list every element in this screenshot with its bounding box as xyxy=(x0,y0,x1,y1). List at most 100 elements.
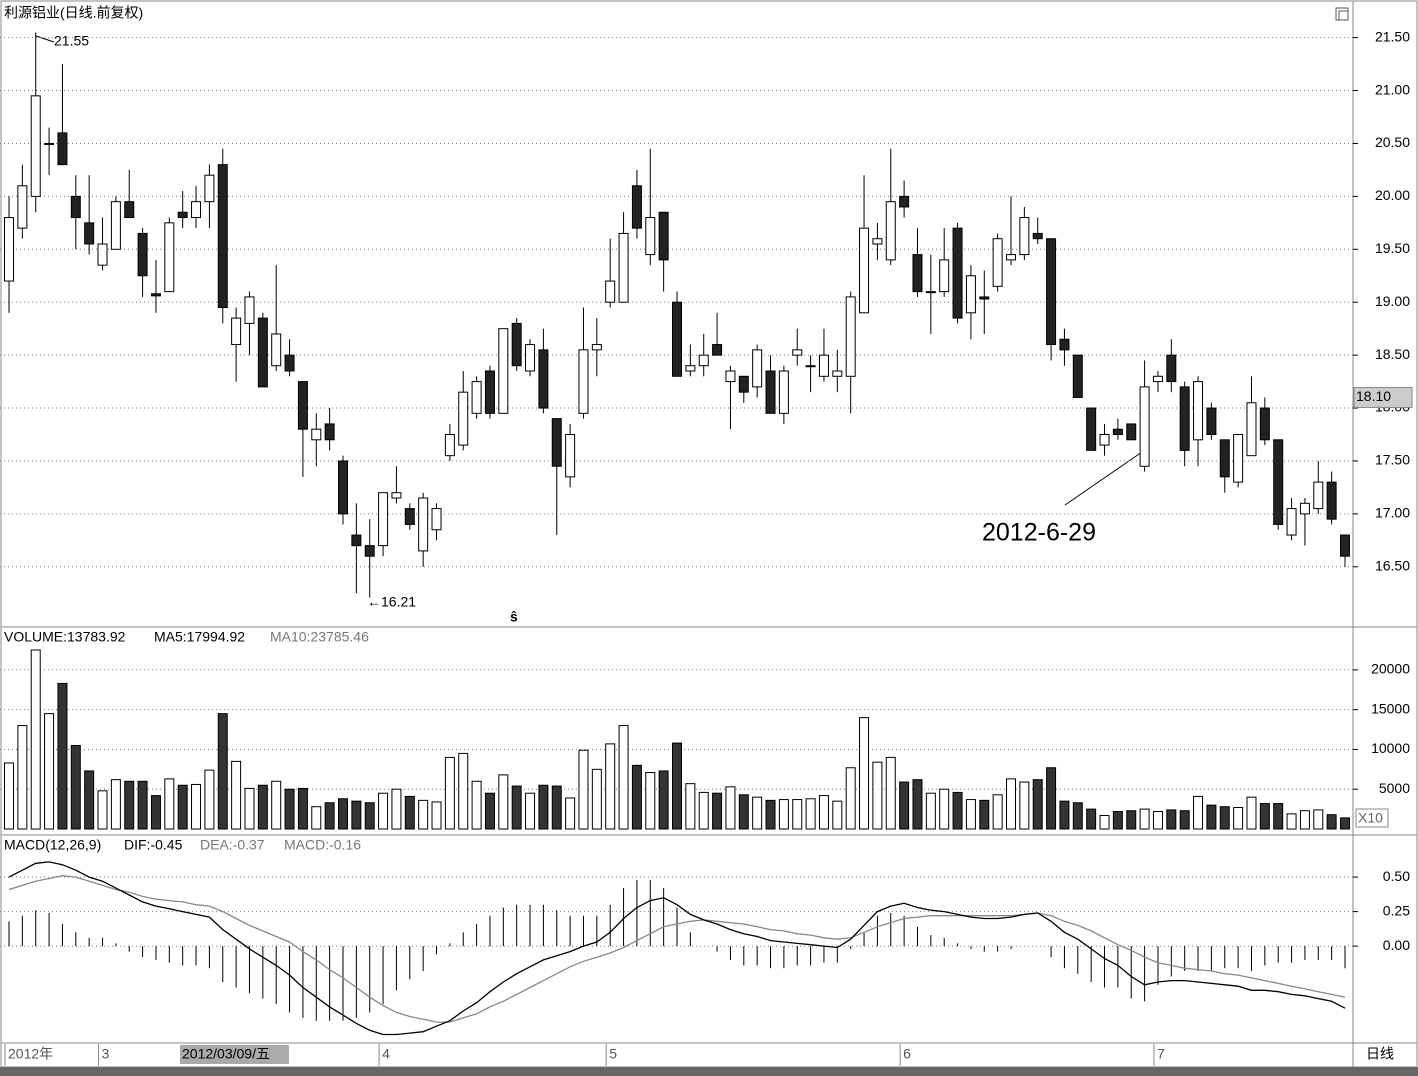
candle-body xyxy=(818,354,829,377)
candle-body xyxy=(458,391,469,446)
x-tick-label: 3 xyxy=(102,1046,110,1062)
volume-bar xyxy=(30,649,41,830)
volume-bar xyxy=(284,788,295,830)
candle-body xyxy=(391,492,402,499)
marker: ŝ xyxy=(510,609,518,625)
candle-body xyxy=(484,370,495,414)
volume-bar xyxy=(1072,802,1083,830)
candle-body xyxy=(778,370,789,414)
y-tick-label: 0.25 xyxy=(1383,902,1410,918)
volume-bar xyxy=(578,749,589,830)
chart-title: 利源铝业(日线.前复权) xyxy=(4,5,143,21)
candle-body xyxy=(431,508,442,531)
volume-bar xyxy=(217,713,228,830)
volume-bar xyxy=(551,785,562,830)
volume-bar xyxy=(1139,808,1150,830)
candle-body xyxy=(1259,407,1270,441)
y-tick-label: 15000 xyxy=(1371,700,1410,716)
volume-bar xyxy=(618,725,629,830)
annotation-leader xyxy=(1064,451,1143,506)
y-tick-label: 5000 xyxy=(1379,780,1410,796)
restore-icon-inner xyxy=(1338,10,1349,21)
candle-body xyxy=(738,375,749,393)
candle-body xyxy=(565,434,576,478)
candle-body xyxy=(1072,354,1083,398)
volume-bar xyxy=(672,742,682,830)
volume-bar xyxy=(458,752,469,830)
volume-bar xyxy=(1152,810,1163,830)
volume-bar xyxy=(257,784,268,830)
y-tick-label: 10000 xyxy=(1371,740,1410,756)
y-tick-label: 19.00 xyxy=(1375,293,1410,309)
current-price-box xyxy=(1353,386,1413,408)
volume-bar xyxy=(792,799,803,830)
candle-body xyxy=(672,301,682,377)
candle-body xyxy=(498,328,509,414)
volume-bar xyxy=(538,784,549,830)
candle-body xyxy=(110,201,121,250)
candle-body xyxy=(1139,386,1150,467)
volume-bar xyxy=(1032,779,1043,830)
volume-bar xyxy=(992,794,1003,830)
y-tick-label: 0.00 xyxy=(1383,937,1410,953)
y-tick-label: 21.50 xyxy=(1375,28,1410,44)
candle-body xyxy=(1286,508,1297,536)
volume-bar xyxy=(378,792,389,830)
volume-bar xyxy=(1326,814,1337,830)
volume-bar xyxy=(805,798,816,830)
volume-bar xyxy=(1086,808,1097,830)
volume-bar xyxy=(338,798,348,830)
candle-body xyxy=(605,280,616,303)
candle-body xyxy=(1032,232,1043,240)
x-tick-label: 4 xyxy=(382,1046,390,1062)
candle-body xyxy=(845,296,856,377)
candle-body xyxy=(30,95,41,197)
candle-body xyxy=(204,174,215,203)
volume-bar xyxy=(818,795,829,830)
candle-body xyxy=(872,238,883,245)
volume-bar xyxy=(271,780,282,830)
volume-bar xyxy=(1099,814,1110,830)
candle-body xyxy=(271,333,282,367)
volume-bar xyxy=(471,780,482,830)
volume-bar xyxy=(231,760,242,830)
candle-body xyxy=(765,370,776,414)
volume-bar xyxy=(565,797,576,830)
volume-bar xyxy=(244,787,255,830)
period-label: 日线 xyxy=(1366,1046,1394,1062)
volume-bar xyxy=(97,790,108,830)
y-tick-label: 20000 xyxy=(1371,661,1410,677)
candle-body xyxy=(324,423,335,441)
dea-line xyxy=(8,875,1346,1023)
volume-bar xyxy=(872,761,883,830)
volume-bar xyxy=(418,799,429,830)
volume-bar xyxy=(1126,810,1137,830)
y-tick-label: 0.50 xyxy=(1383,868,1410,884)
volume-bar xyxy=(712,792,723,830)
candle-body xyxy=(859,227,870,314)
volume-bar xyxy=(351,800,362,830)
volume-bar xyxy=(124,780,135,830)
candle-body xyxy=(44,142,55,145)
candle-body xyxy=(658,211,669,261)
volume-bar xyxy=(1112,810,1123,830)
bottom-strip xyxy=(0,1067,1418,1076)
candle-body xyxy=(1046,238,1057,346)
volume-bar xyxy=(845,767,856,830)
annotation-low: ←16.21 xyxy=(367,594,416,610)
volume-bar xyxy=(1233,807,1244,830)
candle-body xyxy=(1326,481,1337,520)
candle-body xyxy=(551,418,562,467)
candle-body xyxy=(712,344,723,356)
candle-body xyxy=(1126,423,1137,441)
volume-bar xyxy=(1193,795,1204,830)
candle-body xyxy=(1299,502,1310,515)
volume-bar xyxy=(765,799,776,830)
volume-bar xyxy=(498,774,509,830)
volume-bar xyxy=(738,794,749,830)
volume-bar xyxy=(70,744,81,830)
volume-bar xyxy=(1246,796,1257,830)
volume-bar xyxy=(965,799,976,830)
volume-bar xyxy=(591,768,602,830)
